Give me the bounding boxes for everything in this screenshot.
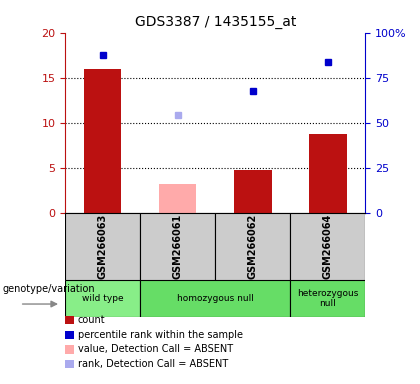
Title: GDS3387 / 1435155_at: GDS3387 / 1435155_at: [134, 15, 296, 29]
Text: GSM266063: GSM266063: [97, 214, 108, 279]
Text: wild type: wild type: [82, 294, 123, 303]
Text: percentile rank within the sample: percentile rank within the sample: [78, 330, 243, 340]
Text: GSM266061: GSM266061: [173, 214, 183, 279]
Text: heterozygous
null: heterozygous null: [297, 289, 359, 308]
Text: genotype/variation: genotype/variation: [2, 284, 95, 294]
Bar: [290, 280, 365, 317]
Bar: [65, 213, 140, 280]
Bar: [84, 69, 121, 213]
Bar: [140, 213, 215, 280]
Text: rank, Detection Call = ABSENT: rank, Detection Call = ABSENT: [78, 359, 228, 369]
Bar: [309, 134, 346, 213]
Text: homozygous null: homozygous null: [177, 294, 254, 303]
Bar: [290, 213, 365, 280]
Bar: [140, 280, 290, 317]
Text: GSM266064: GSM266064: [323, 214, 333, 279]
Bar: [65, 280, 140, 317]
Bar: [234, 170, 272, 213]
Text: GSM266062: GSM266062: [248, 214, 258, 279]
Bar: [215, 213, 290, 280]
Text: value, Detection Call = ABSENT: value, Detection Call = ABSENT: [78, 344, 233, 354]
Bar: [159, 184, 197, 213]
Text: count: count: [78, 315, 105, 325]
